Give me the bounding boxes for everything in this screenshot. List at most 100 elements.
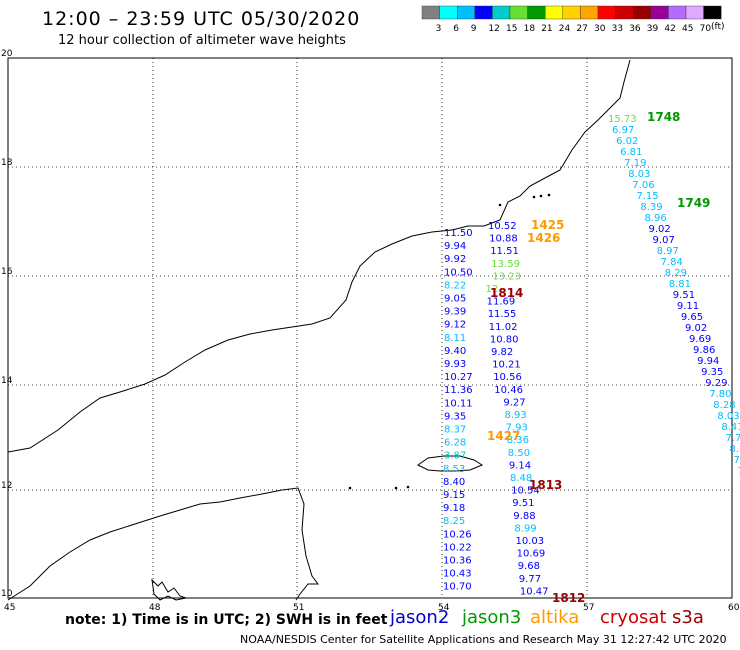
wave-height-label: 9.40	[444, 346, 466, 357]
wave-height-label: 11.50	[444, 228, 473, 239]
wave-height-label: 9.35	[701, 367, 723, 378]
wave-height-label: 7.	[734, 455, 740, 466]
wave-height-label: 6.02	[616, 136, 638, 147]
wave-height-label: 8.29	[665, 268, 687, 279]
lat-tick-label: 14	[1, 376, 13, 386]
wave-height-label: 9.39	[444, 307, 466, 318]
small-island	[547, 193, 551, 197]
pass-time-label: 1749	[677, 196, 710, 210]
lat-tick-label: 12	[1, 481, 12, 491]
wave-height-label: 9.35	[444, 411, 466, 422]
color-scale-swatch	[668, 5, 687, 20]
wave-height-label: 8.36	[507, 435, 529, 446]
wave-height-label: 8.48	[510, 473, 532, 484]
wave-height-label: 9.65	[681, 312, 703, 323]
wave-height-label: 8.41	[721, 422, 740, 433]
color-scale-label: 9	[471, 24, 477, 34]
wave-height-label: 9.02	[685, 323, 707, 334]
wave-height-label: 9.86	[693, 345, 715, 356]
color-scale-swatch	[703, 5, 722, 20]
color-scale-label: 12	[488, 24, 499, 34]
wave-height-label: 7.80	[709, 389, 731, 400]
wave-height-label: 9.51	[673, 290, 695, 301]
wave-height-label: 6.81	[620, 147, 642, 158]
color-scale-swatch	[509, 5, 528, 20]
lat-tick-label: 20	[1, 49, 13, 59]
wave-height-label: 8.40	[443, 477, 465, 488]
satellite-legend-jason3: jason3	[462, 607, 522, 628]
color-scale-label: 70	[700, 24, 712, 34]
wave-height-label: 3.87	[444, 451, 466, 462]
wave-height-label: 12.	[486, 284, 502, 295]
wave-height-label: 8.03	[717, 411, 739, 422]
lon-tick-label: 60	[728, 603, 740, 613]
wave-height-label: 9.82	[491, 347, 513, 358]
wave-height-label: 8.96	[644, 213, 666, 224]
wave-height-label: 10.69	[517, 549, 546, 560]
color-scale-swatch	[650, 5, 669, 20]
lat-tick-label: 16	[1, 267, 13, 277]
color-scale-label: 18	[524, 24, 536, 34]
wave-height-label: 9.92	[444, 254, 466, 265]
lat-tick-label: 10	[1, 589, 13, 599]
color-scale-swatch	[545, 5, 564, 20]
satellite-legend-s3a: s3a	[672, 607, 704, 628]
wave-height-label: 11.55	[488, 309, 517, 320]
wave-height-label: 10.36	[443, 556, 472, 567]
color-scale-swatch	[439, 5, 458, 20]
color-scale-swatch	[474, 5, 493, 20]
wave-height-label: 10.54	[511, 486, 540, 497]
wave-height-label: 6.97	[612, 125, 634, 136]
small-island	[498, 203, 502, 207]
color-scale-swatch	[685, 5, 704, 20]
wave-height-label: 9.05	[444, 294, 466, 305]
wave-height-label: 11.69	[487, 297, 516, 308]
wave-height-label: 10.56	[493, 372, 522, 383]
footer-note: note: 1) Time is in UTC; 2) SWH is in fe…	[65, 612, 388, 628]
wave-height-label: 10.50	[444, 267, 473, 278]
wave-height-label: 8.50	[508, 448, 530, 459]
wave-height-label: 9.93	[444, 359, 466, 370]
lon-tick-label: 51	[293, 603, 304, 613]
small-island	[348, 486, 352, 490]
lon-tick-label: 57	[583, 603, 594, 613]
color-scale-label: 21	[541, 24, 552, 34]
map-frame	[7, 57, 733, 599]
wave-height-label: 10.43	[443, 569, 472, 580]
color-scale-swatch	[633, 5, 652, 20]
lat-tick-label: 18	[1, 158, 13, 168]
wave-height-label: 8.22	[444, 280, 466, 291]
wave-height-label: 8.28	[713, 400, 735, 411]
wave-height-label: 9.94	[444, 241, 466, 252]
wave-height-label: 10.88	[489, 234, 518, 245]
color-scale-label: 36	[629, 24, 641, 34]
wave-height-label: 13.23	[492, 271, 521, 282]
wave-height-label: 10.22	[443, 542, 472, 553]
color-scale-swatch	[615, 5, 634, 20]
wave-height-label: 9.02	[649, 224, 671, 235]
color-scale-swatch	[492, 5, 511, 20]
wave-height-label: 10.21	[492, 360, 521, 371]
color-scale-label: 6	[453, 24, 459, 34]
wave-height-label: 10.52	[488, 221, 517, 232]
wave-height-label: 10.03	[516, 536, 545, 547]
wave-height-label: 11.02	[489, 322, 518, 333]
wave-height-label: 7.19	[624, 158, 646, 169]
small-island	[532, 195, 536, 199]
color-scale-swatch	[457, 5, 476, 20]
lon-tick-label: 45	[4, 603, 15, 613]
wave-height-label: 10.46	[494, 385, 523, 396]
wave-height-label: 10.11	[444, 398, 473, 409]
coastline-north	[7, 59, 631, 453]
wave-height-label: 9.15	[443, 490, 465, 501]
color-scale-label: 27	[576, 24, 587, 34]
color-scale-swatch	[421, 5, 440, 20]
wave-height-label: 9.94	[697, 356, 719, 367]
pass-time-label: 1814	[490, 286, 523, 300]
pass-time-label: 1813	[529, 478, 562, 492]
wave-height-label: 10.27	[444, 372, 473, 383]
color-scale-swatch	[580, 5, 599, 20]
wave-height-label: 15.73	[608, 114, 637, 125]
wave-height-label: 13.59	[491, 259, 520, 270]
